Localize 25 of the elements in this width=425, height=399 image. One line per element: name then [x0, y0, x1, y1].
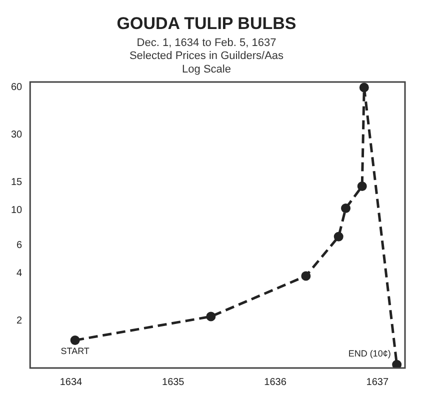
chart-title: GOUDA TULIP BULBS — [116, 14, 296, 33]
y-tick-label: 10 — [11, 204, 23, 216]
point — [334, 232, 344, 242]
point — [357, 181, 367, 191]
y-tick-label: 6 — [16, 240, 23, 251]
x-tick-label: 1636 — [264, 376, 287, 388]
text: Selected Prices in Guilders/Aas — [129, 50, 284, 62]
y-tick-label: 30 — [11, 130, 23, 141]
y-tick-label: 15 — [11, 177, 23, 188]
y-tick-label: 4 — [16, 268, 23, 279]
point — [341, 203, 351, 213]
y-tick-label: 2 — [16, 315, 23, 326]
x-tick-label: 1635 — [162, 376, 185, 388]
chart-subtitle: Dec. 1, 1634 to Feb. 5, 1637 — [136, 37, 276, 50]
x-tick-label: 1637 — [366, 376, 389, 388]
point — [301, 271, 311, 281]
x-tick-label: 1634 — [60, 376, 83, 388]
annotation: START — [60, 346, 90, 356]
point — [359, 82, 369, 92]
y-tick-label: 60 — [11, 82, 23, 94]
point — [206, 312, 216, 322]
point — [70, 335, 80, 345]
text: Log Scale — [182, 63, 231, 76]
annotation: END (10¢) — [348, 348, 391, 359]
point — [392, 360, 402, 368]
